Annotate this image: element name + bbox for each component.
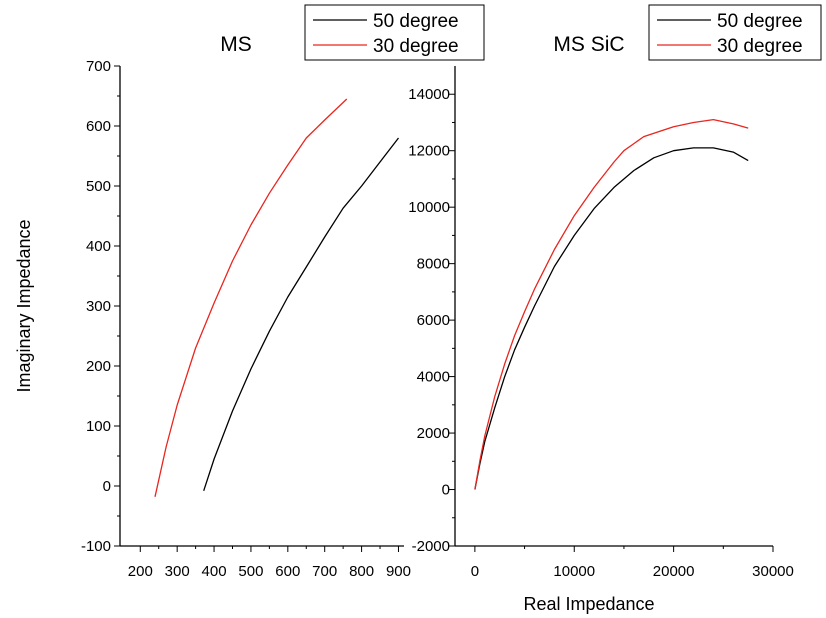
y-tick-label: 500 <box>86 178 111 195</box>
x-tick-label: 20000 <box>653 563 695 580</box>
y-tick-label: 10000 <box>408 199 450 216</box>
legend: 50 degree 30 degree <box>304 4 485 61</box>
x-tick-label: 400 <box>202 563 227 580</box>
series-line-30-degree <box>154 98 348 497</box>
x-tick-label: 700 <box>312 563 337 580</box>
y-tick-label: 14000 <box>408 86 450 103</box>
y-tick-label: -100 <box>81 538 111 555</box>
y-tick-label: 2000 <box>417 425 450 442</box>
y-tick-label: 300 <box>86 298 111 315</box>
legend-label: 30 degree <box>373 36 459 57</box>
y-tick-label: 0 <box>103 478 111 495</box>
legend-label: 30 degree <box>717 36 803 57</box>
y-tick-label: 400 <box>86 238 111 255</box>
x-tick-label: 10000 <box>553 563 595 580</box>
legend: 50 degree 30 degree <box>648 4 822 61</box>
y-tick-label: -2000 <box>412 538 450 555</box>
x-tick-label: 900 <box>386 563 411 580</box>
legend-box <box>304 4 485 61</box>
chart-panel-1: -100 0 100 200 300 400 500 600 700 200 300 400 500 60… <box>14 4 485 580</box>
y-tick-label: 4000 <box>417 369 450 386</box>
x-tick-label: 200 <box>128 563 153 580</box>
series-line-50-degree <box>203 137 400 492</box>
legend-label: 50 degree <box>717 11 803 32</box>
series-line-50-degree <box>474 147 749 490</box>
y-tick-label: 600 <box>86 118 111 135</box>
x-axis-title: Real Impedance <box>523 594 654 614</box>
x-tick-label: 600 <box>275 563 300 580</box>
x-tick-label: 0 <box>471 563 479 580</box>
chart-title: MS <box>220 33 252 56</box>
y-tick-label: 200 <box>86 358 111 375</box>
chart-title: MS SiC <box>553 33 624 56</box>
x-tick-label: 300 <box>165 563 190 580</box>
chart-panel-2: -2000 0 2000 4000 6000 8000 10000 12000 14000 0 10… <box>408 4 822 614</box>
x-tick-label: 800 <box>349 563 374 580</box>
y-axis-title: Imaginary Impedance <box>14 219 34 392</box>
x-tick-label: 30000 <box>752 563 794 580</box>
y-tick-label: 100 <box>86 418 111 435</box>
x-tick-label: 500 <box>238 563 263 580</box>
series-line-30-degree <box>474 118 749 490</box>
y-tick-label: 12000 <box>408 143 450 160</box>
y-tick-label: 0 <box>442 482 450 499</box>
legend-label: 50 degree <box>373 11 459 32</box>
legend-box <box>648 4 822 61</box>
y-tick-label: 700 <box>86 58 111 75</box>
y-tick-label: 8000 <box>417 256 450 273</box>
y-tick-label: 6000 <box>417 312 450 329</box>
